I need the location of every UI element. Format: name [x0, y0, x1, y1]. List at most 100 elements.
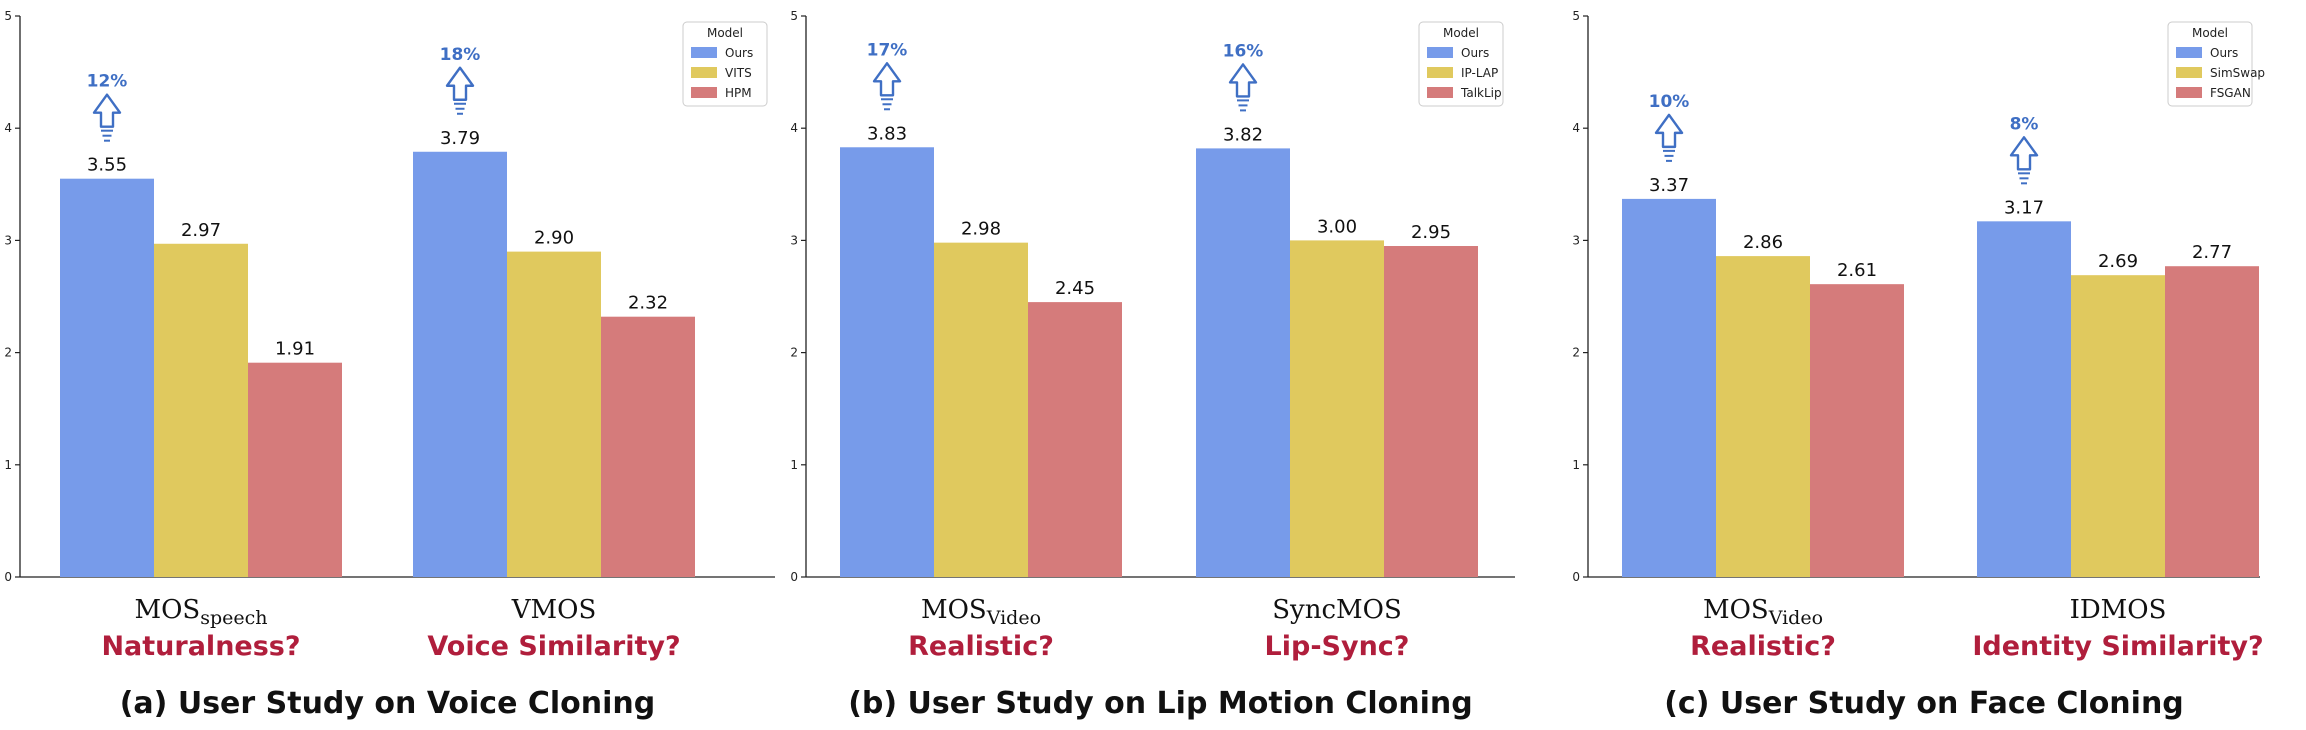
bar-value-label: 3.37: [1649, 175, 1689, 196]
legend-swatch: [1427, 47, 1453, 58]
category-question: Realistic?: [908, 631, 1054, 662]
y-tick-label: 3: [4, 233, 12, 247]
legend-entry: IP-LAP: [1461, 66, 1498, 80]
y-tick-label: 5: [1572, 9, 1580, 23]
y-tick-label: 0: [790, 570, 798, 584]
bar-value-label: 2.90: [534, 228, 574, 249]
legend-swatch: [2176, 67, 2202, 78]
legend-entry: FSGAN: [2210, 86, 2251, 100]
legend-swatch: [1427, 87, 1453, 98]
y-tick-label: 2: [790, 346, 798, 360]
bar-vits-1: [154, 243, 248, 578]
category-base: VMOS: [511, 595, 597, 625]
legend-entry: Ours: [2210, 46, 2238, 60]
category-base: IDMOS: [2070, 595, 2167, 625]
legend-entry: TalkLip: [1460, 86, 1502, 100]
legend-swatch: [691, 47, 717, 58]
bar-ip-lap-1: [934, 242, 1028, 578]
bar-ours-2: [1196, 148, 1290, 577]
category-question: Realistic?: [1690, 631, 1836, 662]
legend-swatch: [2176, 47, 2202, 58]
bar-talklip-2: [1384, 246, 1478, 577]
improvement-arrow-icon: [92, 93, 122, 142]
bar-hpm-1: [248, 362, 342, 577]
bar-simswap-1: [1716, 256, 1810, 577]
bar-value-label: 2.69: [2098, 251, 2138, 272]
bar-ours-1: [840, 147, 934, 578]
bar-simswap-2: [2071, 275, 2165, 577]
y-tick-label: 5: [790, 9, 798, 23]
improvement-label: 16%: [1223, 41, 1264, 61]
legend-entry: SimSwap: [2210, 66, 2265, 80]
legend: Model Ours SimSwap FSGAN: [2167, 21, 2265, 107]
bar-value-label: 2.77: [2192, 242, 2232, 263]
panel-caption: (c) User Study on Face Cloning: [1664, 686, 2184, 721]
y-tick-label: 1: [790, 458, 798, 472]
category-question: Voice Similarity?: [427, 631, 680, 662]
category-base: SyncMOS: [1272, 595, 1402, 625]
category-base: MOS: [1703, 595, 1769, 625]
bar-fsgan-2: [2165, 266, 2259, 577]
bar-value-label: 3.00: [1317, 216, 1357, 237]
y-tick-label: 0: [4, 570, 12, 584]
x-category-label: VMOS: [511, 595, 597, 625]
legend-title: Model: [707, 26, 743, 40]
arrow-shape: [1228, 63, 1258, 98]
panel-1: 0 1 2 3 4 5 3.55 2.97 1.91 12% MOSspeechNaturalnes…: [4, 9, 775, 721]
bar-value-label: 3.79: [440, 128, 480, 149]
bar-ours-2: [413, 151, 507, 577]
bar-value-label: 2.61: [1837, 260, 1877, 281]
improvement-arrow-icon: [872, 62, 902, 111]
y-tick-label: 0: [1572, 570, 1580, 584]
bar-value-label: 2.98: [961, 219, 1001, 240]
bar-value-label: 3.55: [87, 155, 127, 176]
legend-swatch: [1427, 67, 1453, 78]
legend-entry: HPM: [725, 86, 752, 100]
x-category-label: SyncMOS: [1272, 595, 1402, 625]
improvement-label: 12%: [87, 72, 128, 92]
legend-swatch: [691, 67, 717, 78]
category-subscript: Video: [986, 607, 1041, 629]
bar-value-label: 3.17: [2004, 197, 2044, 218]
y-tick-label: 5: [4, 9, 12, 23]
bar-ours-2: [1977, 221, 2071, 578]
improvement-arrow-icon: [2009, 136, 2039, 185]
bar-value-label: 1.91: [275, 339, 315, 360]
x-category-label: IDMOS: [2070, 595, 2167, 625]
legend-box: [2167, 21, 2253, 107]
arrow-shape: [1654, 113, 1684, 149]
improvement-label: 18%: [440, 45, 481, 65]
arrow-shape: [872, 62, 902, 97]
panel-caption: (a) User Study on Voice Cloning: [120, 686, 656, 721]
panel-caption: (b) User Study on Lip Motion Cloning: [848, 686, 1473, 721]
legend-box: [1418, 21, 1504, 107]
y-tick-label: 1: [1572, 458, 1580, 472]
legend-entry: VITS: [725, 66, 752, 80]
improvement-arrow-icon: [445, 66, 475, 115]
improvement-label: 10%: [1649, 92, 1690, 112]
bar-value-label: 2.97: [181, 220, 221, 241]
legend-title: Model: [2192, 26, 2228, 40]
y-tick-label: 4: [4, 121, 12, 135]
arrow-shape: [92, 93, 122, 128]
legend: Model Ours IP-LAP TalkLip: [1418, 21, 1504, 107]
y-tick-label: 2: [4, 346, 12, 360]
y-tick-label: 4: [1572, 121, 1580, 135]
category-subscript: Video: [1768, 607, 1823, 629]
legend-box: [682, 21, 768, 107]
y-tick-label: 3: [790, 233, 798, 247]
bar-value-label: 2.86: [1743, 232, 1783, 253]
bar-fsgan-1: [1810, 284, 1904, 577]
y-tick-label: 3: [1572, 233, 1580, 247]
improvement-label: 17%: [867, 40, 908, 60]
y-tick-label: 4: [790, 121, 798, 135]
improvement-label: 8%: [2010, 114, 2039, 134]
legend-swatch: [2176, 87, 2202, 98]
legend: Model Ours VITS HPM: [682, 21, 768, 107]
improvement-arrow-icon: [1654, 113, 1684, 162]
bar-value-label: 2.45: [1055, 278, 1095, 299]
